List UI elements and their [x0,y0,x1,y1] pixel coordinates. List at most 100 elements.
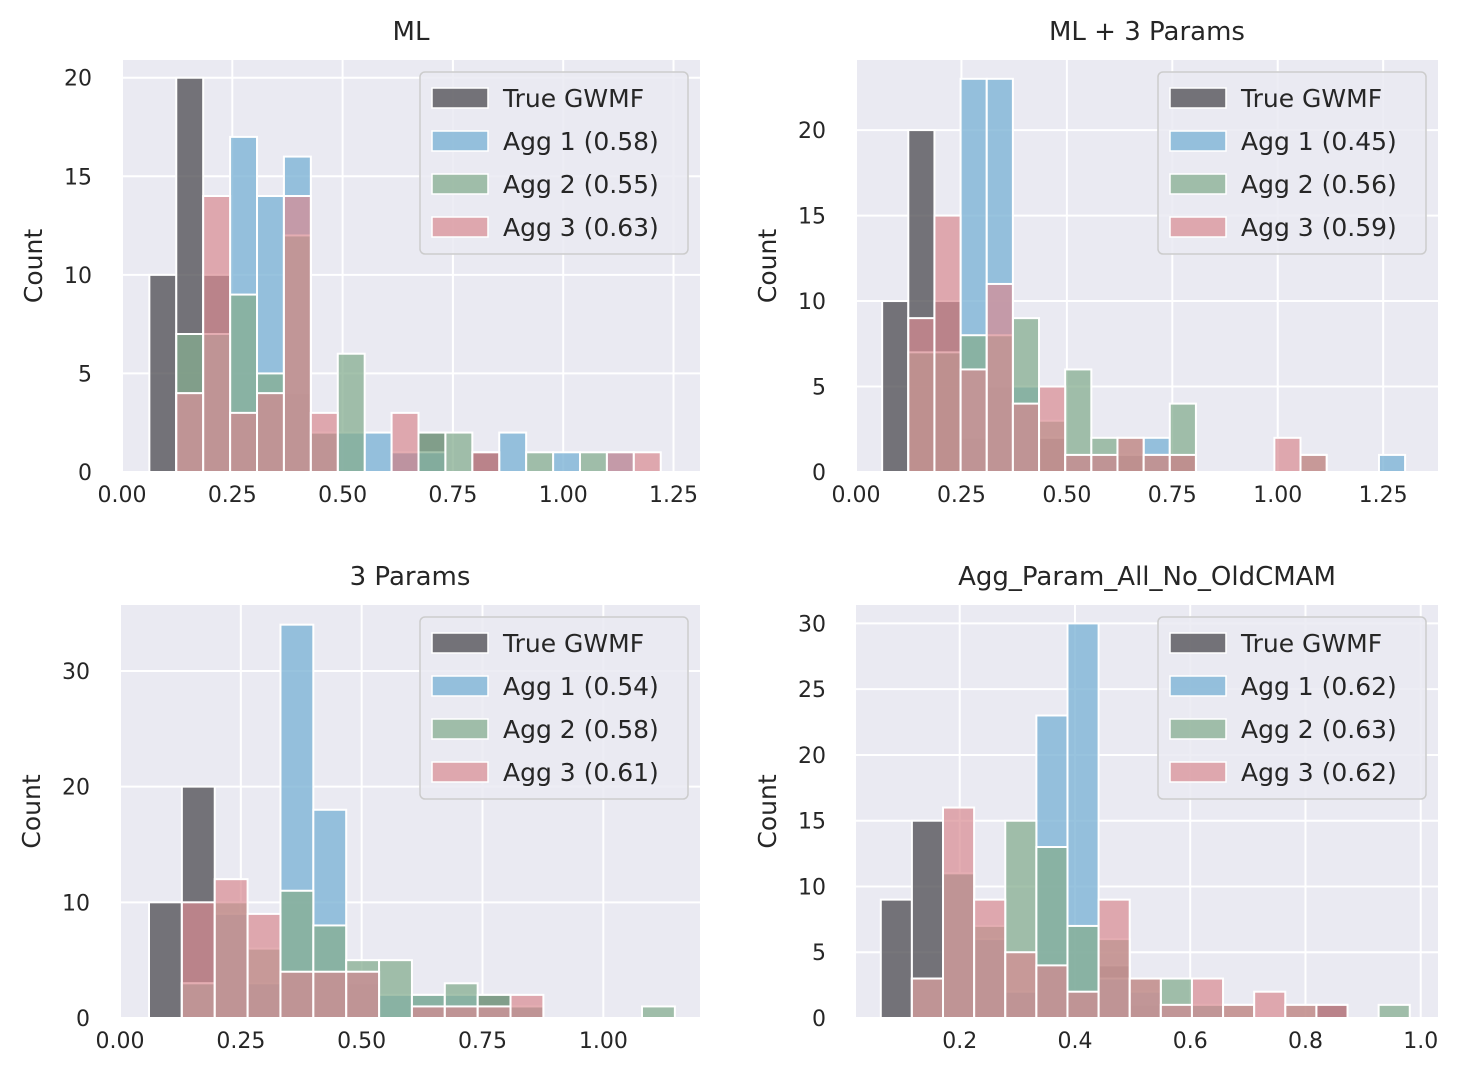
x-tick-label: 0.4 [1057,1029,1092,1054]
chart-panel: 0.2 0.4 0.6 0.8 1.0 0 5 10 15 20 25 30 Agg_Param_All… [753,562,1438,1054]
legend-swatch [431,718,489,740]
legend-swatch [1169,130,1227,152]
y-tick-label: 0 [812,1007,826,1032]
histogram-bar [378,959,413,1019]
chart-title: ML [393,17,430,47]
legend-label: Agg 3 (0.63) [503,213,659,242]
y-tick-label: 0 [78,461,92,486]
histogram-bar [444,431,474,473]
legend-swatch [431,130,489,152]
histogram-bar [1004,951,1038,1019]
chart-panel: 0.00 0.25 0.50 0.75 1.00 1.25 0 5 10 15 20 ML + 3 P… [753,17,1438,508]
legend-swatch [1169,675,1227,697]
legend: True GWMF Agg 1 (0.62) Agg 2 (0.63) Agg 3 (… [1157,616,1427,800]
chart-title: ML + 3 Params [1049,17,1245,47]
legend-frame [419,71,689,255]
y-tick-label: 5 [812,376,826,401]
legend: True GWMF Agg 1 (0.54) Agg 2 (0.58) Agg 3 (… [419,616,689,800]
histogram-bar [641,1005,676,1020]
legend-frame [1157,71,1427,255]
histogram-bar [1035,964,1069,1020]
chart-title: Agg_Param_All_No_OldCMAM [958,562,1336,592]
y-tick-label: 20 [798,744,826,769]
legend-swatch [431,761,489,783]
histogram-bar [1377,1003,1411,1019]
histogram-bar [1299,453,1328,474]
x-tick-label: 1.25 [1359,483,1408,508]
legend-frame [419,616,689,800]
y-tick-label: 10 [798,875,826,900]
histogram-bar [525,451,555,473]
histogram-bar [336,352,366,473]
y-tick-label: 30 [798,612,826,637]
histogram-bar [1284,1003,1318,1019]
histogram-bar [985,282,1014,473]
legend-swatch [1169,216,1227,238]
histogram-bar [1038,385,1067,474]
legend-frame [1157,616,1427,800]
x-tick-label: 0.75 [458,1029,507,1054]
histogram-bar [1128,977,1162,1019]
histogram-bar [417,431,447,473]
legend-label: True GWMF [502,629,644,658]
histogram-bar [1011,402,1041,473]
x-tick-label: 1.00 [539,483,588,508]
histogram-bar [509,993,545,1019]
y-tick-label: 0 [812,461,826,486]
histogram-bar [443,1005,479,1020]
histogram-bar [1273,436,1302,474]
legend-swatch [1169,87,1227,109]
legend-label: Agg 2 (0.55) [503,170,659,199]
histogram-bar [256,392,285,473]
histogram-bar [1168,453,1197,474]
legend-label: Agg 2 (0.58) [503,715,659,744]
y-tick-label: 20 [798,119,826,144]
histogram-bar [1097,898,1131,1019]
x-tick-label: 0.6 [1173,1029,1208,1054]
histogram-bar [1253,990,1287,1020]
x-tick-label: 0.50 [318,483,367,508]
x-tick-label: 1.0 [1403,1029,1438,1054]
legend-swatch [431,216,489,238]
legend-swatch [1169,632,1227,654]
histogram-bar [1116,436,1145,474]
x-tick-label: 0.25 [937,483,986,508]
legend-swatch [431,87,489,109]
legend-label: Agg 3 (0.62) [1241,758,1397,787]
histogram-bar [1064,453,1093,474]
histogram-bar [246,912,282,1019]
histogram-bar [942,806,976,1019]
y-tick-label: 15 [798,810,826,835]
histogram-bar [879,898,913,1019]
x-tick-label: 0.50 [337,1029,386,1054]
histogram-bar [1377,453,1407,474]
legend-swatch [1169,718,1227,740]
series [910,806,1349,1020]
y-tick-label: 25 [798,678,826,703]
series [180,878,545,1020]
histogram-bar [498,431,528,473]
histogram-bar [279,970,315,1019]
histogram-bar [578,451,608,473]
y-tick-label: 5 [812,941,826,966]
x-tick-label: 0.2 [942,1029,977,1054]
y-tick-label: 10 [62,891,90,916]
histogram-bar [312,970,348,1019]
legend-label: Agg 2 (0.63) [1241,715,1397,744]
legend-label: True GWMF [1240,629,1382,658]
legend-label: Agg 2 (0.56) [1241,170,1397,199]
histogram-bar [282,195,312,473]
histogram-bar [632,451,662,473]
legend-swatch [431,675,489,697]
histogram-bar [1222,1003,1256,1019]
histogram-bar [907,317,936,473]
histogram-bar [1142,453,1171,474]
histogram-bar [881,300,910,474]
histogram-bar [213,878,249,1019]
histogram-bar [148,273,178,473]
y-axis-label: Count [753,774,782,848]
legend-label: Agg 1 (0.54) [503,672,659,701]
histogram-bar [175,392,205,473]
y-axis-label: Count [19,229,48,303]
